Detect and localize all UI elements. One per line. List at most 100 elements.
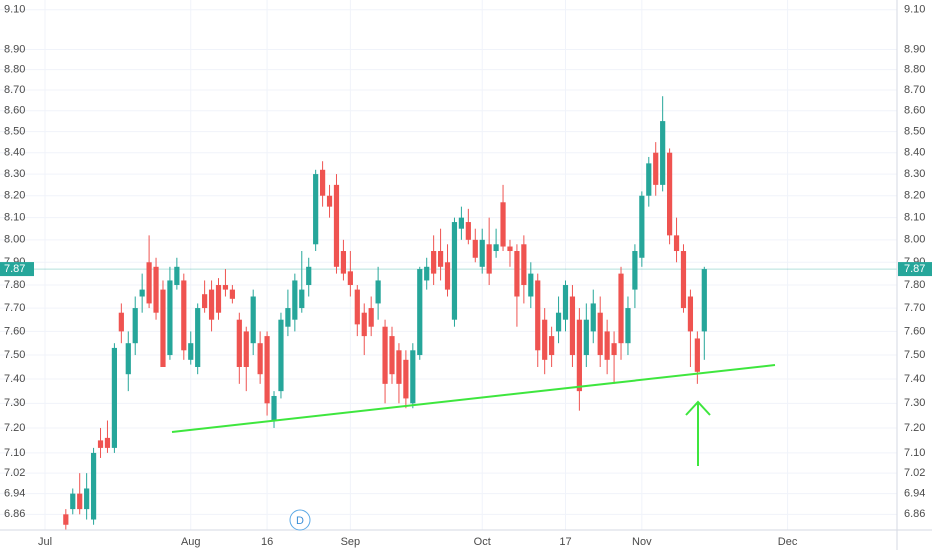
y-tick-label-right: 7.40: [904, 373, 925, 385]
interval-badge[interactable]: [289, 509, 311, 531]
trendline: [171, 364, 776, 433]
candle-body: [660, 121, 666, 185]
candle-body: [632, 251, 638, 290]
candle-body: [125, 343, 131, 375]
y-tick-label: 7.02: [4, 467, 25, 479]
candle-body: [590, 303, 596, 332]
y-tick-label: 8.50: [4, 125, 25, 137]
x-tick-label: Nov: [632, 536, 652, 548]
candle-body: [229, 289, 235, 299]
candle-body: [320, 169, 326, 196]
y-tick-label: 7.30: [4, 397, 25, 409]
y-tick-label-right: 8.60: [904, 105, 925, 117]
candle-body: [77, 493, 83, 510]
candle-body: [549, 336, 555, 356]
candle-body: [70, 493, 76, 510]
y-tick-label: 6.94: [4, 488, 25, 500]
candle-body: [424, 266, 430, 281]
candle-body: [278, 319, 284, 392]
candle-body: [181, 280, 187, 351]
candle-body: [514, 251, 520, 297]
candle-body: [354, 289, 360, 325]
y-tick-label: 9.10: [4, 4, 25, 16]
candle-body: [535, 280, 541, 351]
y-tick-label: 7.10: [4, 447, 25, 459]
candle-body: [500, 202, 506, 247]
y-tick-label: 7.60: [4, 325, 25, 337]
candle-body: [437, 251, 444, 267]
candle-body: [188, 343, 194, 360]
y-tick-label-right: 7.60: [904, 325, 925, 337]
y-tick-label-right: 8.50: [904, 125, 925, 137]
candle-body: [680, 251, 687, 309]
candle-body: [611, 343, 617, 356]
last-price-box-right: [898, 262, 932, 277]
candle-body: [687, 296, 694, 332]
candle-body: [417, 269, 423, 356]
candle-body: [528, 273, 534, 297]
candle-body: [569, 296, 576, 356]
candle-body: [361, 312, 367, 337]
y-tick-label-right: 7.10: [904, 447, 925, 459]
y-tick-label-right: 8.00: [904, 234, 925, 246]
candle-body: [382, 326, 388, 384]
candle-body: [618, 273, 624, 344]
candle-body: [472, 239, 478, 258]
candle-body: [139, 289, 145, 297]
x-tick-label: Aug: [181, 536, 201, 548]
x-tick-label: Jul: [38, 536, 52, 548]
y-tick-label-right: 7.02: [904, 467, 925, 479]
candle-body: [299, 289, 305, 309]
y-tick-label-right: 8.30: [904, 168, 925, 180]
y-tick-label: 7.20: [4, 422, 25, 434]
arrow-head: [685, 400, 711, 416]
y-tick-label: 7.80: [4, 279, 25, 291]
candle-body: [403, 359, 409, 399]
candle-body: [292, 280, 298, 320]
candle-body: [431, 251, 437, 274]
candle-body: [271, 395, 277, 421]
x-tick-label: 16: [261, 536, 273, 548]
y-tick-label-right: 6.94: [904, 488, 925, 500]
candle-body: [250, 296, 256, 344]
candle-body: [562, 285, 569, 320]
y-tick-label: 7.40: [4, 373, 25, 385]
candle-body: [639, 195, 645, 258]
y-tick-label: 8.70: [4, 84, 25, 96]
candle-body: [465, 222, 471, 240]
candle-body: [507, 246, 513, 252]
y-tick-label: 8.20: [4, 190, 25, 202]
candle-body: [625, 308, 631, 344]
candle-body: [202, 294, 208, 309]
candle-body: [493, 244, 499, 252]
y-tick-label-right: 7.20: [904, 422, 925, 434]
candle-body: [701, 269, 707, 332]
candle-body: [375, 280, 381, 304]
candle-body: [118, 312, 124, 332]
interval-badge-label[interactable]: D: [296, 515, 304, 527]
y-tick-label: 8.90: [4, 43, 25, 55]
y-tick-label: 8.40: [4, 147, 25, 159]
candle-body: [306, 266, 312, 286]
candle-body: [694, 338, 700, 372]
candle-body: [396, 350, 402, 384]
y-tick-label-right: 6.86: [904, 508, 925, 520]
candle-body: [340, 251, 347, 274]
candle-body: [389, 336, 395, 375]
y-tick-label: 8.80: [4, 64, 25, 76]
candle-body: [160, 289, 166, 367]
last-price-label-right: 7.87: [904, 263, 925, 275]
candle-body: [597, 312, 603, 356]
candle-body: [653, 152, 659, 185]
y-tick-label-right: 8.40: [904, 147, 925, 159]
y-tick-label: 8.10: [4, 212, 25, 224]
candle-body: [458, 217, 464, 229]
x-tick-label: Dec: [778, 536, 798, 548]
y-tick-label-right: 8.90: [904, 43, 925, 55]
candle-body: [368, 308, 374, 327]
candle-body: [104, 437, 111, 448]
candle-body: [111, 347, 117, 448]
candle-body: [236, 319, 242, 367]
candle-body: [576, 319, 582, 392]
candle-body: [215, 285, 222, 313]
